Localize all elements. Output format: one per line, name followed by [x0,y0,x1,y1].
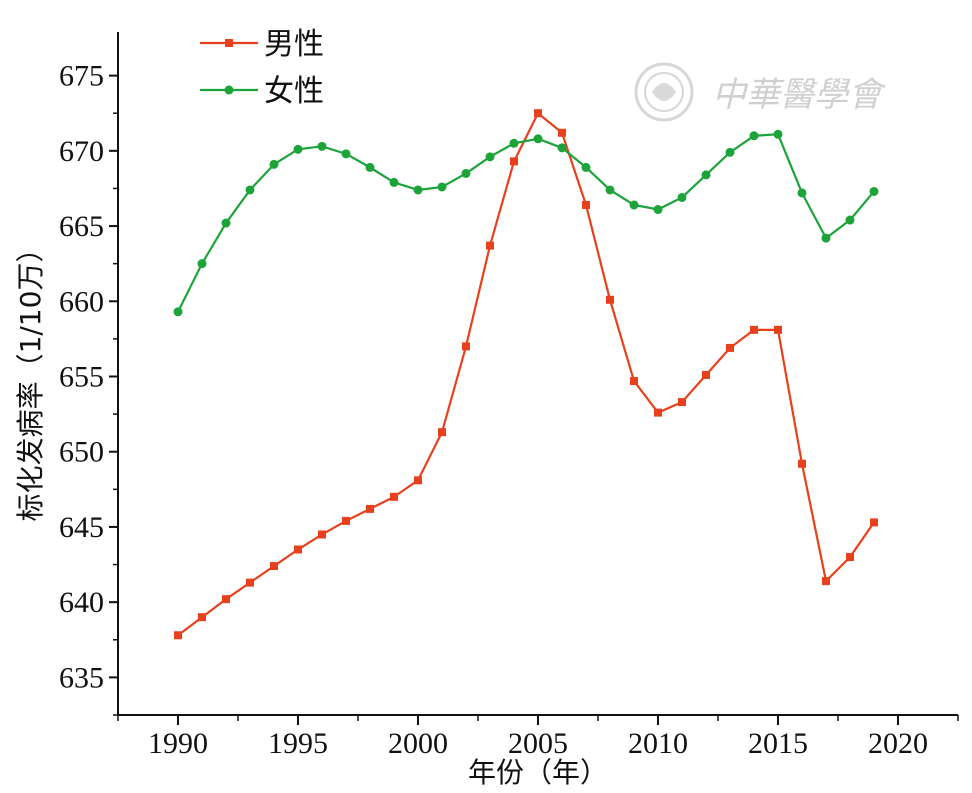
data-point [269,159,279,169]
data-point [246,578,254,587]
data-point [869,186,879,196]
legend-label: 男性 [264,27,324,62]
data-point [390,492,398,501]
data-point [773,129,783,139]
data-point [486,241,494,250]
data-point [774,325,782,334]
data-point [462,342,470,351]
data-point [366,504,374,513]
x-tick-label: 2005 [508,727,568,760]
data-point [798,459,806,468]
data-point [294,545,302,554]
x-tick-label: 2020 [868,727,928,760]
watermark-text: 中華醫學會 [712,75,887,115]
x-tick-label: 1990 [148,727,208,760]
y-tick-label: 645 [59,511,104,544]
x-axis-title: 年份（年） [468,756,608,789]
axes: 635 640 645 650 655 660 665 670 675 1990 1995 2000 2… [59,32,959,760]
data-point [725,147,735,157]
y-tick-label: 665 [59,210,104,243]
data-point [870,518,878,527]
x-tick-label: 2010 [628,727,688,760]
data-point [318,530,326,539]
data-point [293,144,303,154]
data-point [414,476,422,485]
data-point [750,325,758,334]
data-point [222,595,230,604]
data-point [509,138,519,148]
data-point [533,134,543,144]
data-point [821,233,831,243]
data-point [342,516,350,525]
data-point [749,131,759,141]
data-point [174,631,182,640]
medical-association-seal-icon [634,62,694,122]
y-tick-label: 655 [59,361,104,394]
data-point [677,192,687,202]
y-tick-label: 640 [59,586,104,619]
data-point [317,141,327,151]
data-point [702,370,710,379]
data-point [341,149,351,159]
y-tick-label: 660 [59,285,104,318]
data-point [389,177,399,187]
data-point [510,157,518,166]
data-point [413,185,423,195]
data-point [270,562,278,571]
series-line [177,133,875,313]
data-point [630,377,638,386]
x-tick-label: 2000 [388,727,448,760]
data-point [245,185,255,195]
y-axis-title: 标化发病率（1/10万） [14,235,47,522]
data-point [629,200,639,210]
y-tick-label: 650 [59,436,104,469]
y-tick-label: 635 [59,661,104,694]
data-point [198,613,206,622]
data-point [797,188,807,198]
data-point [605,185,615,195]
data-point [461,168,471,178]
legend-marker [224,85,234,95]
legend-item: 女性 [200,74,324,109]
data-point [653,205,663,215]
data-point [173,307,183,317]
data-point [726,343,734,352]
data-point [197,259,207,269]
series-2 [173,129,879,317]
data-point [437,182,447,192]
data-point [534,109,542,118]
series-layer [173,109,879,640]
data-point [557,143,567,153]
data-point [822,577,830,586]
legend-item: 男性 [200,27,324,62]
series-line [177,111,875,637]
data-point [845,215,855,225]
legend-label: 女性 [264,74,324,109]
data-point [221,218,231,228]
x-tick-label: 2015 [748,727,808,760]
watermark: 中華醫學會 [634,62,887,122]
data-point [654,408,662,417]
data-point [606,295,614,304]
legend-marker [225,39,233,47]
data-point [846,553,854,562]
data-point [582,200,590,209]
data-point [365,162,375,172]
data-point [438,428,446,437]
y-tick-label: 675 [59,60,104,93]
data-point [678,398,686,407]
y-tick-label: 670 [59,135,104,168]
data-point [581,162,591,172]
data-point [485,152,495,162]
series-1 [174,109,878,640]
x-tick-label: 1995 [268,727,328,760]
data-point [701,170,711,180]
data-point [558,128,566,137]
